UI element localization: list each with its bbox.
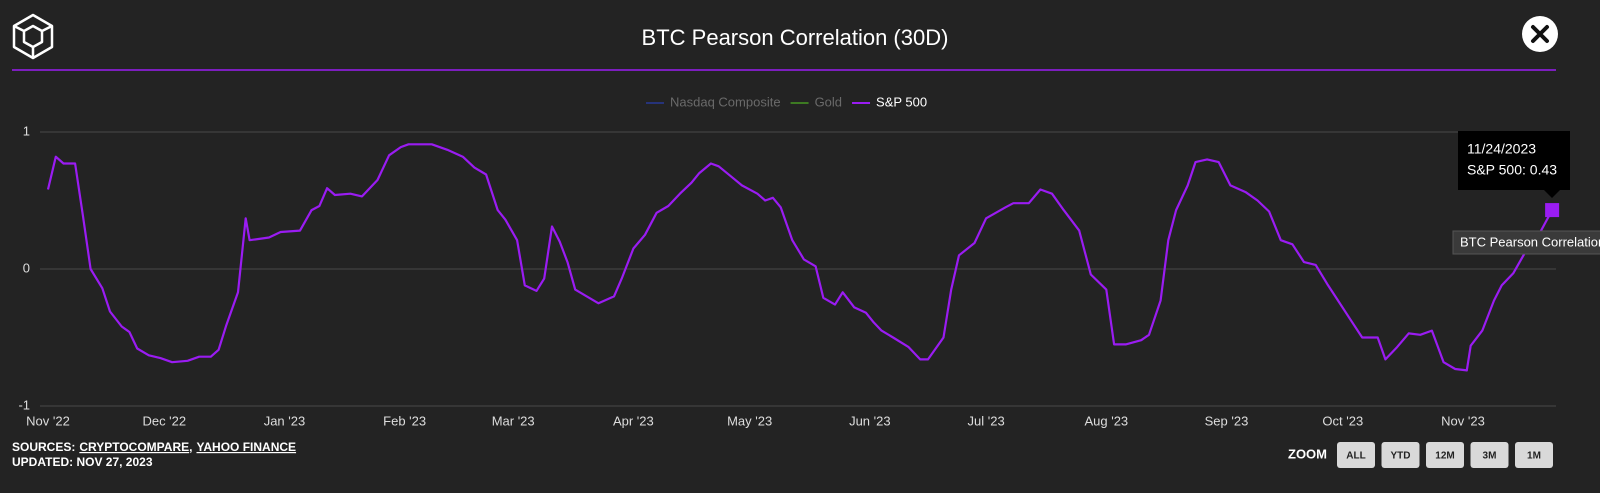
x-tick-label: Feb '23 — [383, 413, 426, 428]
close-button[interactable] — [1522, 16, 1558, 52]
zoom-button-label[interactable]: ALL — [1346, 451, 1365, 462]
legend-label[interactable]: S&P 500 — [876, 94, 927, 109]
updated-note: UPDATED: NOV 27, 2023 — [12, 455, 153, 469]
x-tick-label: Jun '23 — [849, 413, 891, 428]
source-link[interactable]: CRYPTOCOMPARE — [79, 440, 189, 454]
hover-marker — [1545, 203, 1560, 218]
zoom-button[interactable]: ALL — [1337, 442, 1375, 468]
x-tick-label: Mar '23 — [492, 413, 535, 428]
tooltip-value: S&P 500: 0.43 — [1467, 162, 1557, 178]
zoom-button-label[interactable]: 12M — [1435, 451, 1454, 462]
source-link[interactable]: YAHOO FINANCE — [196, 440, 296, 454]
logo — [12, 13, 54, 60]
title-hint-box — [1452, 230, 1600, 255]
y-tick-label: 1 — [23, 123, 30, 138]
sources-label: SOURCES: — [12, 440, 75, 454]
x-tick-label: Dec '22 — [142, 413, 186, 428]
series-line — [46, 143, 1554, 372]
y-tick-label: 0 — [23, 260, 30, 275]
zoom-button-bg[interactable] — [1470, 442, 1509, 468]
zoom-button-bg[interactable] — [1337, 442, 1375, 468]
x-tick-label: Sep '23 — [1205, 413, 1249, 428]
x-tick-label: Oct '23 — [1322, 413, 1363, 428]
tooltip-box — [1458, 131, 1570, 190]
legend-label[interactable]: Gold — [815, 94, 842, 109]
zoom-button-label[interactable]: YTD — [1391, 451, 1411, 462]
zoom-button[interactable]: 1M — [1515, 442, 1553, 468]
sources-line: SOURCES: CRYPTOCOMPARE, YAHOO FINANCE — [12, 440, 296, 454]
zoom-button[interactable]: 3M — [1470, 442, 1509, 468]
zoom-button-bg[interactable] — [1381, 442, 1420, 468]
zoom-button-bg[interactable] — [1515, 442, 1553, 468]
zoom-label: ZOOM — [1288, 446, 1327, 461]
zoom-button-label[interactable]: 3M — [1483, 451, 1497, 462]
title-hint: BTC Pearson Correlation (30D) — [1460, 234, 1600, 249]
zoom-button[interactable]: 12M — [1426, 442, 1464, 468]
tooltip-date: 11/24/2023 — [1467, 141, 1536, 157]
x-tick-label: Nov '22 — [26, 413, 70, 428]
tooltip-pointer — [1544, 190, 1560, 198]
sources-separator: , — [189, 440, 192, 454]
x-tick-label: Apr '23 — [613, 413, 654, 428]
chart-title: BTC Pearson Correlation (30D) — [642, 25, 949, 50]
x-tick-label: May '23 — [727, 413, 772, 428]
x-tick-label: Nov '23 — [1441, 413, 1485, 428]
legend-label[interactable]: Nasdaq Composite — [670, 94, 781, 109]
x-tick-label: Aug '23 — [1084, 413, 1128, 428]
zoom-button[interactable]: YTD — [1381, 442, 1420, 468]
x-tick-label: Jul '23 — [968, 413, 1005, 428]
y-tick-label: -1 — [18, 397, 30, 412]
zoom-button-bg[interactable] — [1426, 442, 1464, 468]
zoom-button-label[interactable]: 1M — [1527, 451, 1541, 462]
x-tick-label: Jan '23 — [264, 413, 306, 428]
